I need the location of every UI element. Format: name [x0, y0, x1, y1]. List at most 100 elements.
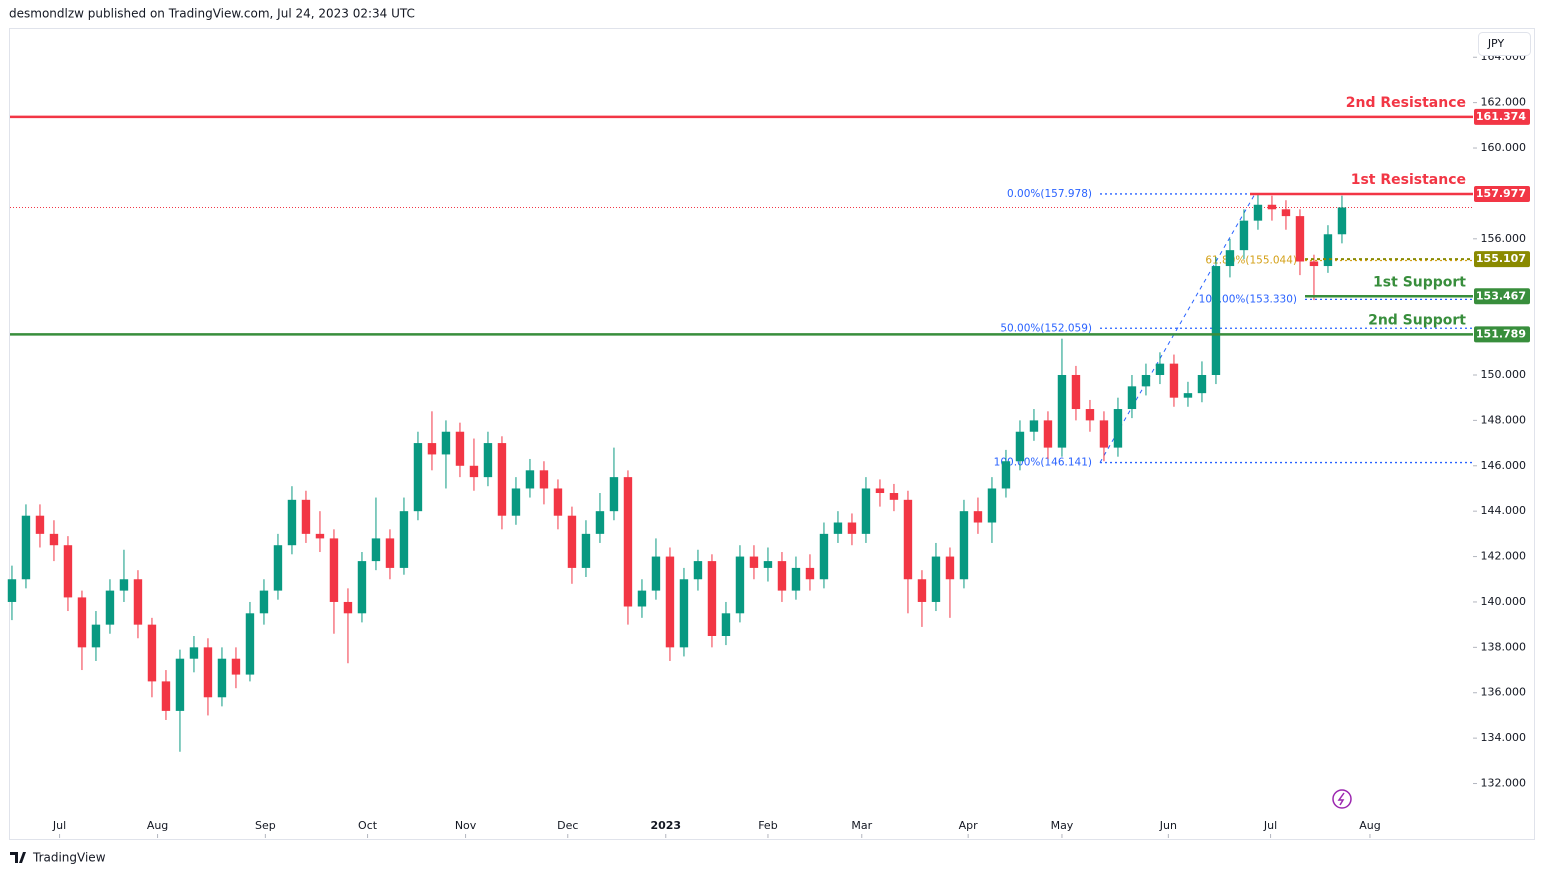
price-badge — [1474, 251, 1530, 268]
brand-logo — [10, 852, 26, 863]
candle-body — [329, 538, 339, 602]
x-tick-label: Aug — [147, 819, 168, 832]
candle-body — [567, 515, 577, 568]
candle-body — [959, 511, 969, 580]
price-badge-label: 155.107 — [1476, 252, 1526, 265]
candle-body — [875, 488, 885, 494]
price-badge-label: 161.374 — [1476, 110, 1526, 123]
candle-body — [777, 561, 787, 591]
candle-body — [483, 443, 493, 478]
candle-body — [357, 561, 367, 614]
candle-body — [469, 465, 479, 478]
candle-body — [119, 579, 129, 591]
candle-body — [371, 538, 381, 562]
candle-body — [287, 499, 297, 546]
candle-body — [1211, 266, 1221, 375]
candle-body — [945, 556, 955, 580]
level-name: 1st Resistance — [1351, 172, 1466, 188]
candle-body — [679, 579, 689, 648]
y-tick-label: 138.000 — [1481, 640, 1527, 653]
candle-body — [1043, 420, 1053, 448]
fib-label: 0.00%(157.978) — [1007, 188, 1092, 200]
candle-body — [861, 488, 871, 534]
candle-body — [231, 658, 241, 675]
candle-body — [917, 579, 927, 602]
candle-body — [693, 561, 703, 580]
y-tick-label: 146.000 — [1481, 459, 1527, 472]
x-tick-label: Sep — [255, 819, 276, 832]
candle-body — [1183, 393, 1193, 398]
candle-body — [21, 515, 31, 580]
candle-body — [161, 681, 171, 711]
candle-body — [1323, 234, 1333, 267]
candle-body — [1309, 261, 1319, 267]
candle-body — [315, 533, 325, 539]
candle-body — [1253, 204, 1263, 221]
fib-trend — [1099, 193, 1256, 463]
candle-body — [203, 647, 213, 698]
candle-body — [1015, 431, 1025, 462]
candle-body — [553, 488, 563, 516]
candle-body — [889, 493, 899, 500]
candle-body — [1337, 207, 1347, 235]
candle-body — [609, 477, 619, 512]
price-badge — [1474, 185, 1530, 202]
candle-body — [1267, 204, 1277, 210]
candle-body — [763, 561, 773, 568]
candle-body — [245, 613, 255, 675]
candle-body — [105, 590, 115, 625]
y-tick-label: 134.000 — [1481, 731, 1527, 744]
level-name: 2nd Resistance — [1346, 95, 1466, 111]
currency-button[interactable] — [1478, 32, 1531, 56]
candle-body — [147, 624, 157, 682]
candle-body — [1169, 363, 1179, 398]
candle-body — [581, 533, 591, 568]
chart-frame — [9, 28, 1535, 840]
candle-body — [735, 556, 745, 614]
candle-body — [595, 511, 605, 534]
x-tick-label: Oct — [358, 819, 378, 832]
candle-body — [427, 443, 437, 455]
candle-body — [49, 533, 59, 546]
candle-body — [385, 538, 395, 568]
candle-body — [1141, 374, 1151, 387]
candle-body — [707, 561, 717, 636]
candle-body — [987, 488, 997, 523]
candle-body — [651, 556, 661, 591]
candle-body — [1225, 250, 1235, 267]
candle-body — [413, 443, 423, 512]
candle-body — [665, 556, 675, 648]
y-tick-label: 132.000 — [1481, 777, 1527, 790]
byline: desmondlzw published on TradingView.com,… — [9, 7, 415, 21]
x-tick-label: Feb — [758, 819, 777, 832]
fib-label: 61.80%(155.044) — [1205, 255, 1297, 267]
price-badge-label: 157.977 — [1476, 187, 1526, 200]
price-badge — [1474, 326, 1530, 343]
candle-body — [7, 579, 17, 602]
candle-body — [847, 522, 857, 534]
candle-body — [525, 470, 535, 489]
candle-body — [175, 658, 185, 711]
candle-body — [133, 579, 143, 625]
x-tick-label: May — [1051, 819, 1074, 832]
y-tick-label: 162.000 — [1481, 96, 1527, 109]
candle-body — [791, 567, 801, 591]
candle-body — [301, 499, 311, 534]
x-tick-label: Jun — [1159, 819, 1177, 832]
price-badge-label: 151.789 — [1476, 327, 1526, 340]
x-tick-label: Aug — [1359, 819, 1380, 832]
y-tick-label: 140.000 — [1481, 595, 1527, 608]
candle-body — [721, 613, 731, 636]
alert-icon — [1332, 789, 1352, 809]
candle-body — [1113, 409, 1123, 448]
candle-body — [1071, 374, 1081, 410]
candle-body — [399, 511, 409, 568]
candle-body — [539, 470, 549, 489]
y-tick-label: 144.000 — [1481, 504, 1527, 517]
candle-body — [805, 567, 815, 580]
candle-body — [77, 597, 87, 648]
candle-body — [973, 511, 983, 523]
level-name: 2nd Support — [1368, 312, 1466, 328]
candle-body — [217, 658, 227, 698]
